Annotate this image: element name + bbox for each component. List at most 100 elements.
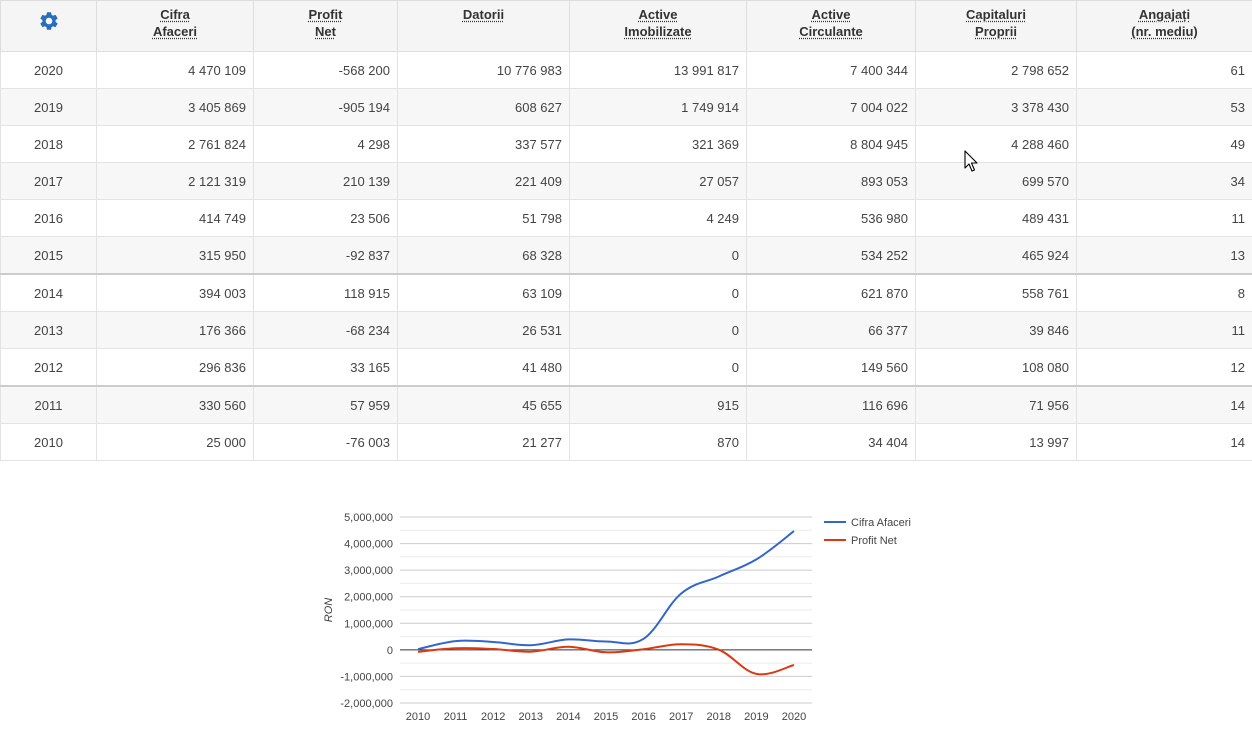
profit-net-cell: 210 139 bbox=[253, 162, 398, 200]
profit-net-cell: 23 506 bbox=[253, 199, 398, 237]
y-tick-label: -2,000,000 bbox=[340, 698, 393, 710]
angajati-cell: 49 bbox=[1076, 125, 1252, 163]
cifra-afaceri-cell: 330 560 bbox=[96, 385, 254, 424]
profit-net-cell: -68 234 bbox=[253, 311, 398, 349]
active-circulante-cell: 7 004 022 bbox=[746, 88, 916, 126]
angajati-cell: 53 bbox=[1076, 88, 1252, 126]
year-cell: 2011 bbox=[0, 385, 97, 424]
y-tick-label: 5,000,000 bbox=[344, 512, 393, 524]
y-tick-label: 4,000,000 bbox=[344, 539, 393, 551]
table-row: 2014 394 003 118 915 63 109 0 621 870 558 761 8 bbox=[0, 273, 1252, 312]
capitaluri-proprii-cell: 465 924 bbox=[915, 236, 1077, 275]
table-row: 2011 330 560 57 959 45 655 915 116 696 71 956 1… bbox=[0, 385, 1252, 424]
angajati-cell: 14 bbox=[1076, 385, 1252, 424]
table-header-row: Cifra Afaceri Profit Net Datorii Active Imo… bbox=[0, 0, 1252, 52]
datorii-cell: 63 109 bbox=[397, 273, 570, 312]
cifra-afaceri-cell: 176 366 bbox=[96, 311, 254, 349]
datorii-cell: 41 480 bbox=[397, 348, 570, 387]
datorii-cell: 608 627 bbox=[397, 88, 570, 126]
year-cell: 2014 bbox=[0, 273, 97, 312]
y-tick-label: 3,000,000 bbox=[344, 565, 393, 577]
legend-item-profit-net[interactable]: Profit Net bbox=[824, 535, 897, 547]
datorii-cell: 26 531 bbox=[397, 311, 570, 349]
year-cell: 2010 bbox=[0, 423, 97, 461]
header-datorii[interactable]: Datorii bbox=[397, 0, 570, 52]
profit-net-cell: -92 837 bbox=[253, 236, 398, 275]
x-tick-label: 2016 bbox=[631, 711, 655, 723]
year-cell: 2013 bbox=[0, 311, 97, 349]
active-circulante-cell: 66 377 bbox=[746, 311, 916, 349]
header-cifra-afaceri[interactable]: Cifra Afaceri bbox=[96, 0, 254, 52]
legend: Cifra Afaceri Profit Net bbox=[824, 517, 911, 547]
gear-icon[interactable] bbox=[38, 10, 60, 32]
x-tick-label: 2010 bbox=[406, 711, 430, 723]
active-imobilizate-cell: 13 991 817 bbox=[569, 51, 747, 89]
x-tick-label: 2019 bbox=[744, 711, 768, 723]
legend-item-cifra-afaceri[interactable]: Cifra Afaceri bbox=[824, 517, 911, 529]
active-imobilizate-cell: 0 bbox=[569, 348, 747, 387]
profit-net-cell: 4 298 bbox=[253, 125, 398, 163]
x-tick-label: 2011 bbox=[444, 711, 468, 723]
header-active-circulante[interactable]: Active Circulante bbox=[746, 0, 916, 52]
y-axis-ticks: 5,000,000 4,000,000 3,000,000 2,000,000 1,00… bbox=[340, 512, 393, 710]
cifra-afaceri-cell: 296 836 bbox=[96, 348, 254, 387]
y-axis-label: RON bbox=[323, 598, 335, 623]
capitaluri-proprii-cell: 13 997 bbox=[915, 423, 1077, 461]
profit-net-cell: -76 003 bbox=[253, 423, 398, 461]
table-row: 2020 4 470 109 -568 200 10 776 983 13 991 81… bbox=[0, 51, 1252, 89]
angajati-cell: 11 bbox=[1076, 199, 1252, 237]
legend-label-profit-net: Profit Net bbox=[851, 535, 897, 547]
legend-label-cifra-afaceri: Cifra Afaceri bbox=[851, 517, 911, 529]
active-imobilizate-cell: 4 249 bbox=[569, 199, 747, 237]
year-cell: 2018 bbox=[0, 125, 97, 163]
table-row: 2017 2 121 319 210 139 221 409 27 057 893 053… bbox=[0, 162, 1252, 200]
angajati-cell: 34 bbox=[1076, 162, 1252, 200]
chart-series bbox=[417, 530, 795, 676]
datorii-cell: 45 655 bbox=[397, 385, 570, 424]
cifra-afaceri-cell: 414 749 bbox=[96, 199, 254, 237]
active-imobilizate-cell: 915 bbox=[569, 385, 747, 424]
x-axis-ticks: 2010 2011 2012 2013 2014 2015 2016 2017 2018 2019… bbox=[406, 711, 806, 723]
year-cell: 2020 bbox=[0, 51, 97, 89]
mouse-pointer-icon bbox=[964, 150, 978, 172]
datorii-cell: 10 776 983 bbox=[397, 51, 570, 89]
datorii-cell: 51 798 bbox=[397, 199, 570, 237]
angajati-cell: 13 bbox=[1076, 236, 1252, 275]
y-tick-label: 1,000,000 bbox=[344, 618, 393, 630]
active-circulante-cell: 893 053 bbox=[746, 162, 916, 200]
year-cell: 2015 bbox=[0, 236, 97, 275]
x-tick-label: 2014 bbox=[556, 711, 580, 723]
capitaluri-proprii-cell: 4 288 460 bbox=[915, 125, 1077, 163]
datorii-cell: 21 277 bbox=[397, 423, 570, 461]
capitaluri-proprii-cell: 3 378 430 bbox=[915, 88, 1077, 126]
active-circulante-cell: 8 804 945 bbox=[746, 125, 916, 163]
year-cell: 2012 bbox=[0, 348, 97, 387]
y-tick-label: 0 bbox=[387, 645, 393, 657]
datorii-cell: 337 577 bbox=[397, 125, 570, 163]
capitaluri-proprii-cell: 108 080 bbox=[915, 348, 1077, 387]
profit-net-cell: -905 194 bbox=[253, 88, 398, 126]
year-cell: 2019 bbox=[0, 88, 97, 126]
table-row: 2012 296 836 33 165 41 480 0 149 560 108 080 12 bbox=[0, 348, 1252, 387]
settings-header[interactable] bbox=[0, 0, 97, 52]
x-tick-label: 2013 bbox=[519, 711, 543, 723]
financial-table: Cifra Afaceri Profit Net Datorii Active Imo… bbox=[0, 0, 1252, 461]
x-tick-label: 2018 bbox=[707, 711, 731, 723]
datorii-cell: 221 409 bbox=[397, 162, 570, 200]
year-cell: 2016 bbox=[0, 199, 97, 237]
active-imobilizate-cell: 1 749 914 bbox=[569, 88, 747, 126]
active-imobilizate-cell: 27 057 bbox=[569, 162, 747, 200]
y-tick-label: 2,000,000 bbox=[344, 592, 393, 604]
active-circulante-cell: 34 404 bbox=[746, 423, 916, 461]
header-active-imobilizate[interactable]: Active Imobilizate bbox=[569, 0, 747, 52]
x-tick-label: 2012 bbox=[481, 711, 505, 723]
capitaluri-proprii-cell: 558 761 bbox=[915, 273, 1077, 312]
profit-net-cell: 33 165 bbox=[253, 348, 398, 387]
active-circulante-cell: 536 980 bbox=[746, 199, 916, 237]
profit-net-cell: 118 915 bbox=[253, 273, 398, 312]
angajati-cell: 14 bbox=[1076, 423, 1252, 461]
header-capitaluri-proprii[interactable]: Capitaluri Proprii bbox=[915, 0, 1077, 52]
table-row: 2013 176 366 -68 234 26 531 0 66 377 39 846 11 bbox=[0, 311, 1252, 349]
x-tick-label: 2017 bbox=[669, 711, 693, 723]
capitaluri-proprii-cell: 489 431 bbox=[915, 199, 1077, 237]
